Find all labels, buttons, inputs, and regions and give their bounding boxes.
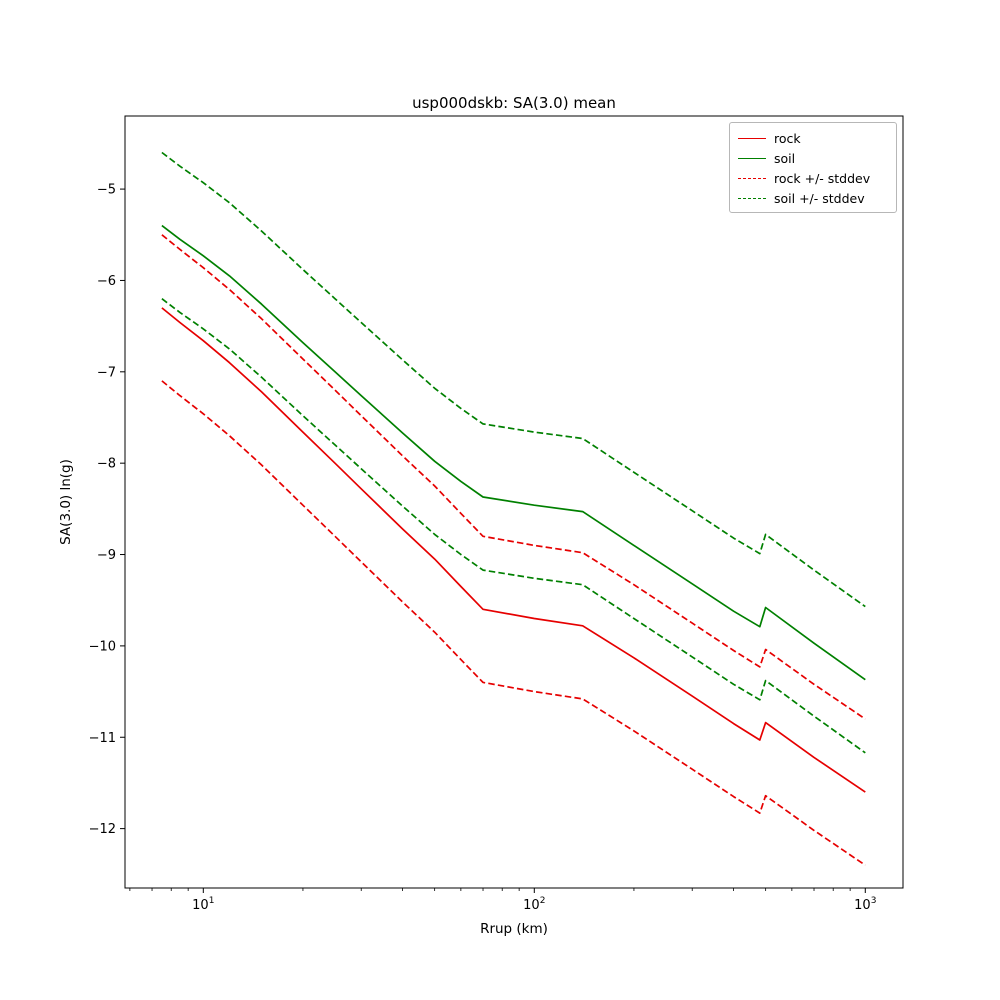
y-tick-label: −8: [97, 457, 116, 472]
series-line-soil: [161, 224, 866, 681]
x-tick-label: 103: [854, 896, 876, 913]
axes-frame: [124, 115, 904, 889]
series-line-rock-stddev: [161, 234, 866, 720]
series-line-soil-stddev: [161, 298, 866, 754]
legend-item-label: soil +/- stddev: [774, 190, 865, 206]
series-line-rock-stddev: [161, 380, 866, 866]
x-tick-label: 101: [192, 896, 214, 913]
series-line-soil-stddev: [161, 151, 866, 608]
y-tick-label: −6: [97, 274, 116, 289]
legend-item-label: rock: [774, 130, 801, 146]
y-tick-label: −10: [89, 639, 116, 654]
y-tick-label: −5: [97, 183, 116, 198]
y-tick-label: −12: [89, 822, 116, 837]
chart-title: usp000dskb: SA(3.0) mean: [412, 94, 616, 112]
legend: rock soil rock +/- stddev soil +/- stddev: [729, 122, 897, 213]
legend-item-label: soil: [774, 150, 796, 166]
legend-line-sample: [738, 157, 766, 159]
x-axis-label: Rrup (km): [480, 921, 548, 937]
legend-item: soil +/- stddev: [738, 188, 888, 208]
y-tick-label: −7: [97, 365, 116, 380]
y-tick-label: −11: [89, 731, 116, 746]
legend-line-sample: [738, 177, 766, 179]
legend-item: soil: [738, 148, 888, 168]
legend-item: rock: [738, 128, 888, 148]
legend-line-sample: [738, 137, 766, 139]
x-tick-label: 102: [523, 896, 545, 913]
legend-line-sample: [738, 197, 766, 199]
legend-item: rock +/- stddev: [738, 168, 888, 188]
y-tick-label: −9: [97, 548, 116, 563]
series-line-rock: [161, 307, 866, 793]
legend-item-label: rock +/- stddev: [774, 170, 871, 186]
